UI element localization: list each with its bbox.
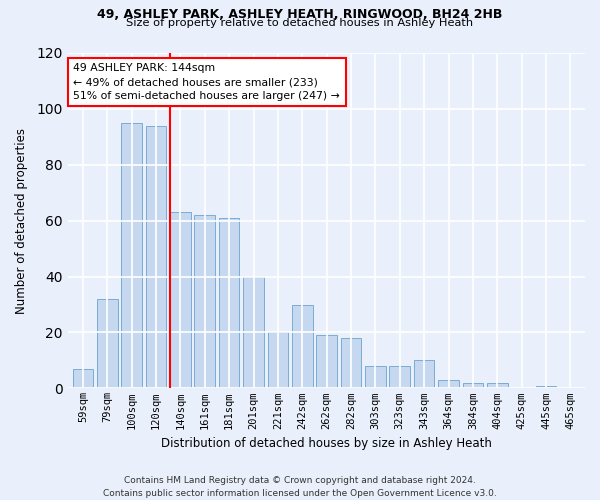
Bar	[219, 218, 239, 388]
Bar	[365, 366, 386, 388]
Bar	[170, 212, 191, 388]
Bar	[463, 383, 483, 388]
Y-axis label: Number of detached properties: Number of detached properties	[15, 128, 28, 314]
Bar	[194, 215, 215, 388]
Bar	[316, 336, 337, 388]
Bar	[389, 366, 410, 388]
Bar	[268, 332, 288, 388]
Bar	[97, 299, 118, 388]
Bar	[146, 126, 166, 388]
Bar	[536, 386, 556, 388]
Bar	[292, 304, 313, 388]
Bar	[487, 383, 508, 388]
X-axis label: Distribution of detached houses by size in Ashley Heath: Distribution of detached houses by size …	[161, 437, 492, 450]
Bar	[414, 360, 434, 388]
Bar	[243, 276, 264, 388]
Bar	[438, 380, 459, 388]
Bar	[121, 123, 142, 388]
Text: 49, ASHLEY PARK, ASHLEY HEATH, RINGWOOD, BH24 2HB: 49, ASHLEY PARK, ASHLEY HEATH, RINGWOOD,…	[97, 8, 503, 20]
Text: 49 ASHLEY PARK: 144sqm
← 49% of detached houses are smaller (233)
51% of semi-de: 49 ASHLEY PARK: 144sqm ← 49% of detached…	[73, 63, 340, 101]
Text: Size of property relative to detached houses in Ashley Heath: Size of property relative to detached ho…	[127, 18, 473, 28]
Bar	[73, 369, 93, 388]
Text: Contains HM Land Registry data © Crown copyright and database right 2024.
Contai: Contains HM Land Registry data © Crown c…	[103, 476, 497, 498]
Bar	[341, 338, 361, 388]
